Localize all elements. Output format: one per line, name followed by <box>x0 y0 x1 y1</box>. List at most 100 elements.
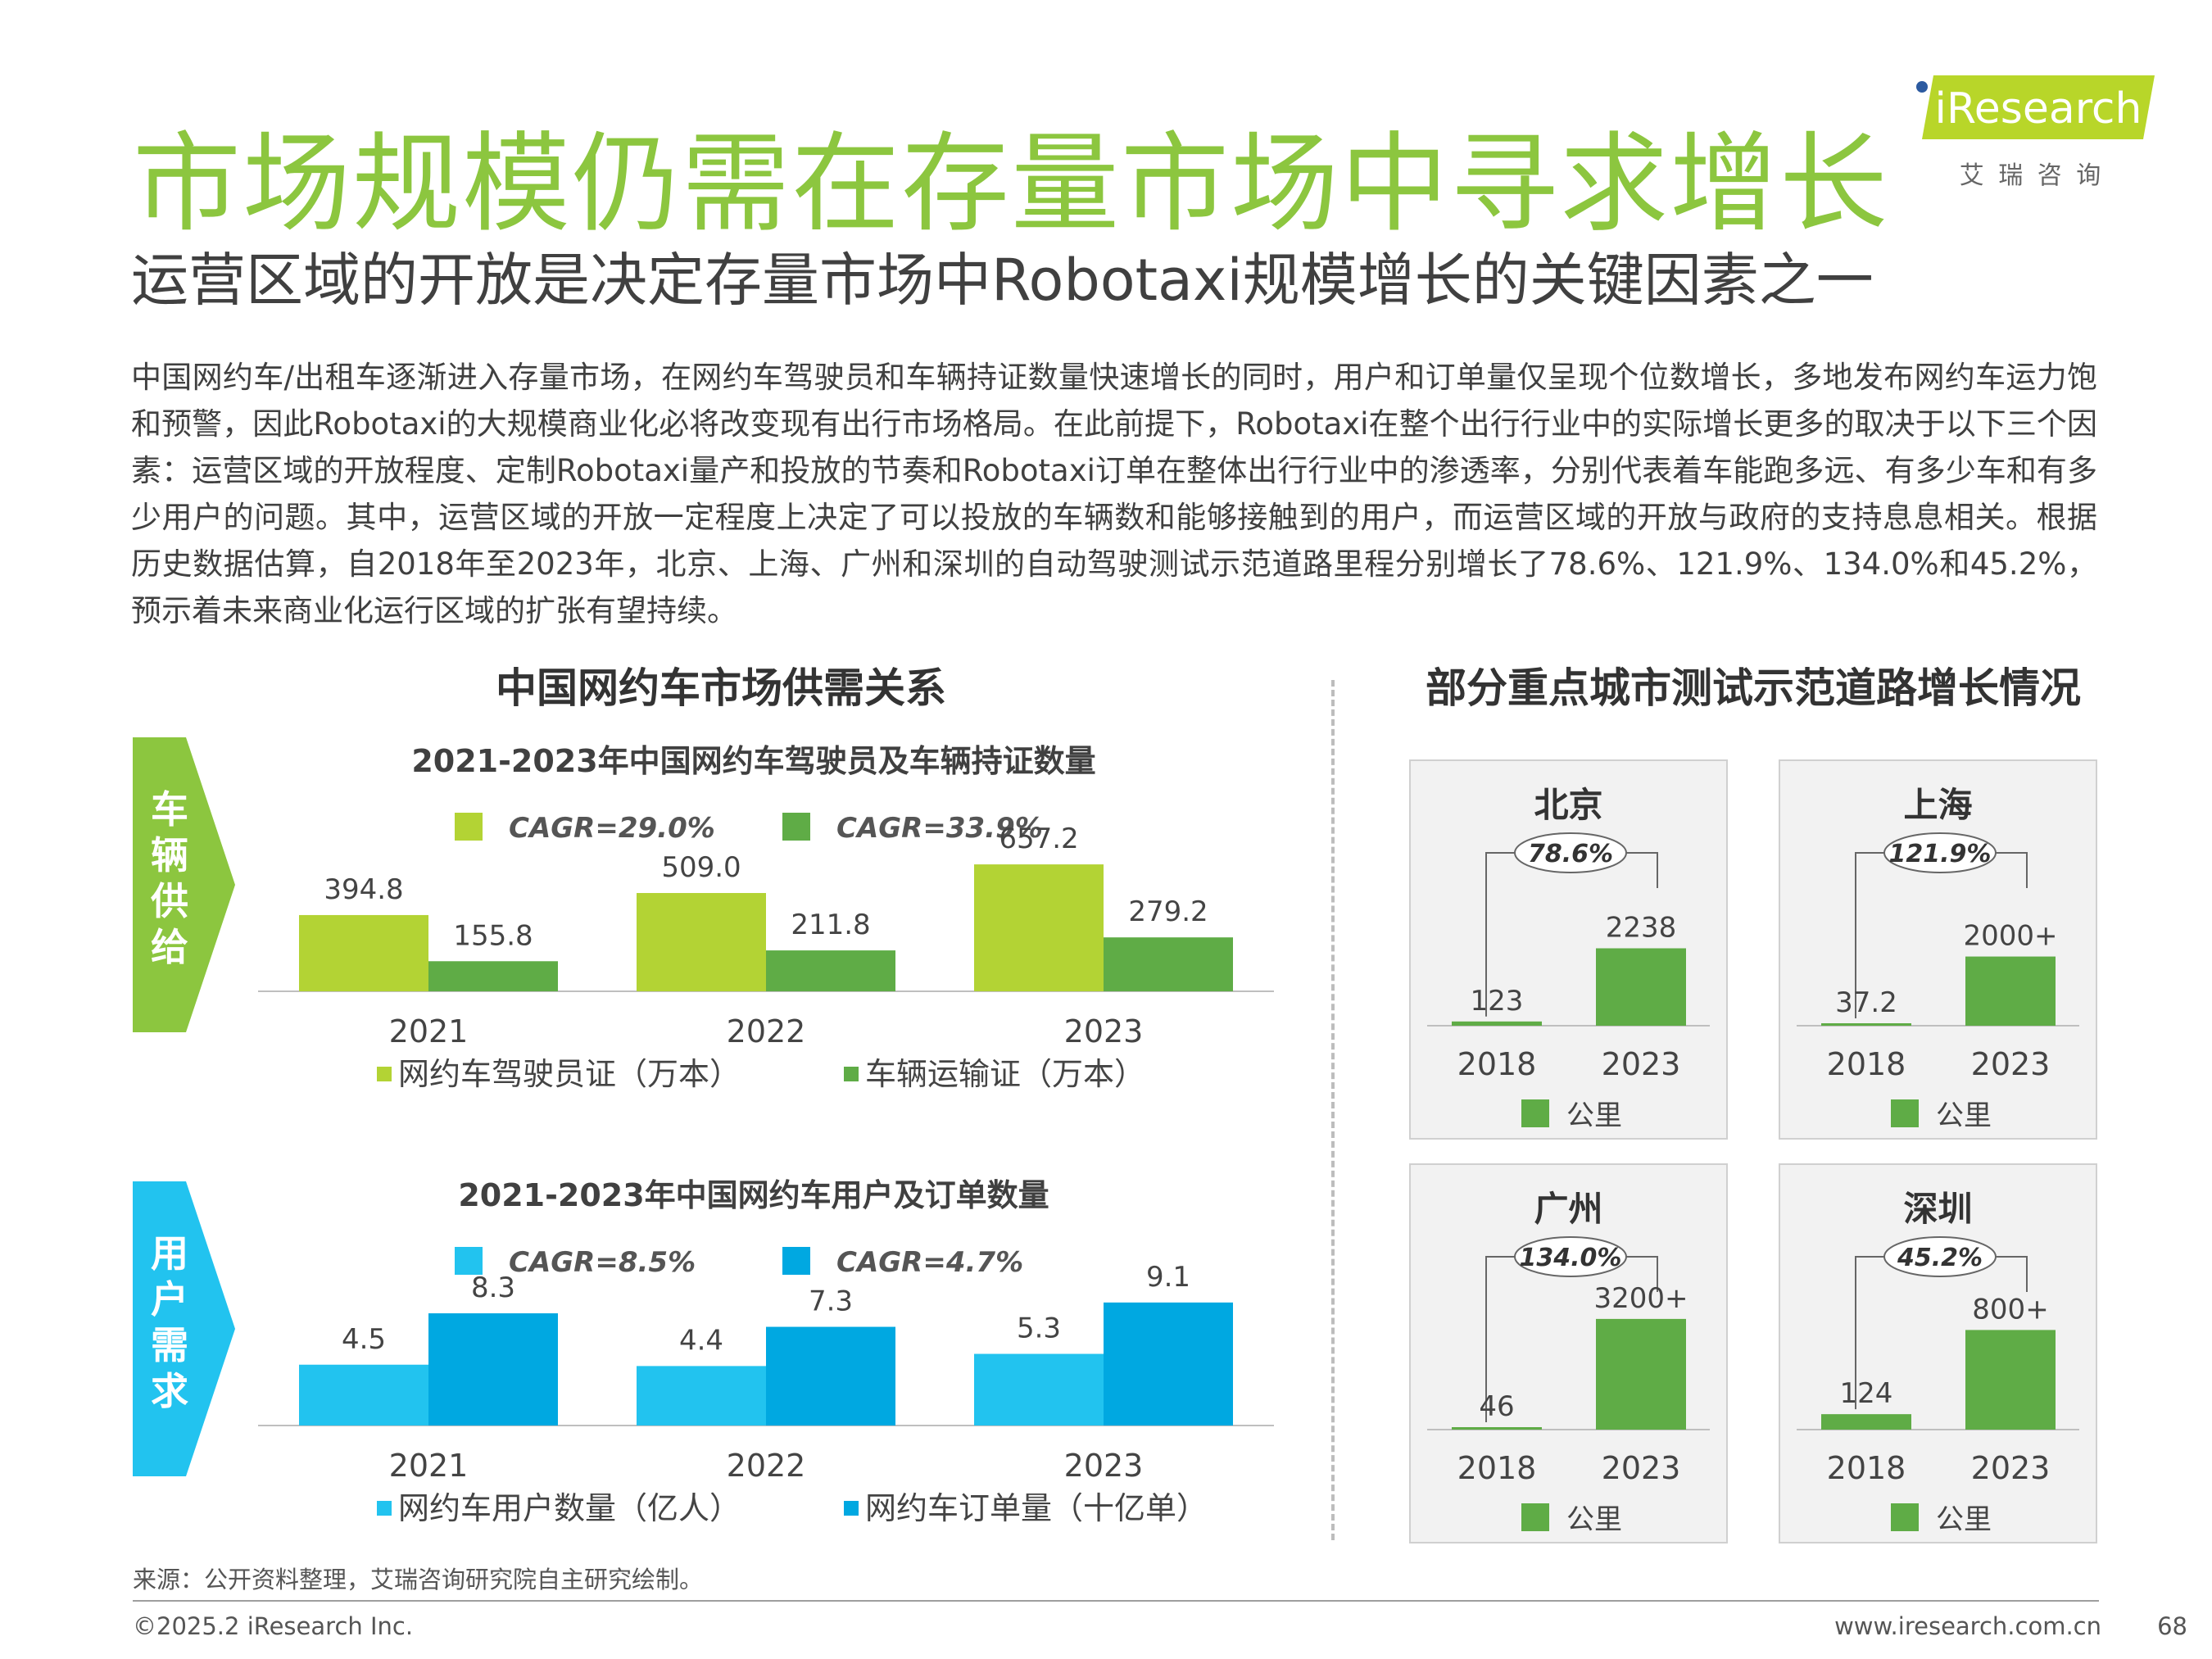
city-name: 上海 <box>1903 785 1973 825</box>
bar <box>299 1364 428 1426</box>
city-name: 北京 <box>1534 785 1603 825</box>
growth-label: 121.9% <box>1889 840 1992 868</box>
data-label: 509.0 <box>661 851 741 884</box>
x-tick-label: 2023 <box>1064 1013 1144 1049</box>
data-label: 7.3 <box>809 1285 853 1318</box>
data-label: 5.3 <box>1017 1312 1061 1345</box>
page-title: 市场规模仍需在存量市场中寻求增长 <box>133 121 1889 247</box>
cagr-legend-swatch <box>455 813 483 841</box>
bar <box>974 864 1104 991</box>
right-section-title: 部分重点城市测试示范道路增长情况 <box>1426 664 2081 712</box>
growth-label: 134.0% <box>1520 1244 1622 1272</box>
legend-swatch <box>1891 1099 1919 1127</box>
supply-bar-chart: CAGR=29.0% CAGR=33.9% 394.8 155.8 2021 509.0 2… <box>258 812 1274 1092</box>
city-card-shanghai: 上海 121.9% 37.2 2018 2000+ 2023 公里 <box>1779 759 2097 1140</box>
data-label: 394.8 <box>324 873 403 906</box>
supply-arrow-shape <box>133 737 235 1032</box>
legend-label: 公里 <box>1566 1503 1622 1536</box>
demand-chart: 2021-2023年中国网约车用户及订单数量 CAGR=8.5% CAGR=4.7… <box>246 1163 1311 1548</box>
supply-arrow-label: 车辆供给 <box>133 737 239 1032</box>
city-bar-chart: 134.0% 46 2018 3200+ 2023 公里 <box>1427 1236 1710 1536</box>
city-card-beijing: 北京 78.6% 123 2018 2238 2023 公里 <box>1409 759 1728 1140</box>
data-label: 211.8 <box>791 909 870 941</box>
iresearch-logo: iResearch 艾 瑞 咨 询 <box>1909 70 2155 193</box>
legend-label: 公里 <box>1936 1099 1992 1132</box>
city-name: 深圳 <box>1903 1189 1973 1229</box>
supply-chart: 2021-2023年中国网约车驾驶员及车辆持证数量 CAGR=29.0% CAGR… <box>246 729 1311 1106</box>
logo-text: iResearch <box>1935 84 2142 134</box>
data-label: 4.4 <box>679 1324 723 1357</box>
data-label: 9.1 <box>1146 1261 1190 1294</box>
x-tick-label: 2022 <box>727 1448 806 1484</box>
legend-swatch <box>844 1067 859 1081</box>
growth-ellipse <box>1883 1236 1997 1277</box>
section-divider <box>1331 680 1335 1540</box>
x-tick-label: 2023 <box>1971 1450 2051 1486</box>
data-label: 657.2 <box>999 823 1078 855</box>
logo-cn: 艾 瑞 咨 询 <box>1960 161 2105 190</box>
bar <box>1452 1427 1542 1430</box>
city-bar-chart: 121.9% 37.2 2018 2000+ 2023 公里 <box>1797 832 2079 1132</box>
intro-paragraph: 中国网约车/出租车逐渐进入存量市场，在网约车驾驶员和车辆持证数量快速增长的同时，… <box>131 360 2097 628</box>
x-tick-label: 2018 <box>1827 1450 1906 1486</box>
bar <box>428 961 558 991</box>
bar <box>1965 956 2056 1026</box>
x-tick-label: 2018 <box>1457 1046 1537 1082</box>
legend-swatch <box>1891 1503 1919 1531</box>
bar <box>766 1326 895 1426</box>
legend-label: 车辆运输证（万本） <box>865 1056 1145 1092</box>
legend-label: 网约车驾驶员证（万本） <box>398 1056 741 1092</box>
growth-ellipse <box>1514 832 1627 873</box>
data-label: 800+ <box>1972 1293 2048 1326</box>
page-number: 68 <box>2157 1612 2187 1640</box>
data-label: 4.5 <box>342 1323 386 1356</box>
cagr-label: CAGR=4.7% <box>836 1246 1023 1279</box>
data-label: 155.8 <box>453 919 533 952</box>
city-bar-chart: 45.2% 124 2018 800+ 2023 公里 <box>1797 1236 2079 1536</box>
source-note: 来源：公开资料整理，艾瑞咨询研究院自主研究绘制。 <box>133 1566 704 1593</box>
demand-chart-title: 2021-2023年中国网约车用户及订单数量 <box>458 1177 1049 1213</box>
bar <box>1965 1330 2056 1430</box>
data-label: 37.2 <box>1835 986 1897 1019</box>
data-label: 124 <box>1840 1377 1893 1410</box>
x-tick-label: 2021 <box>389 1013 469 1049</box>
legend-swatch <box>844 1501 859 1516</box>
bar <box>299 914 428 991</box>
demand-label-text: 用户需求 <box>151 1231 188 1413</box>
bar <box>428 1313 558 1426</box>
x-tick-label: 2018 <box>1827 1046 1906 1082</box>
x-tick-label: 2022 <box>727 1013 806 1049</box>
data-label: 123 <box>1471 985 1524 1018</box>
legend-swatch <box>1521 1503 1549 1531</box>
bar <box>766 950 895 991</box>
city-card-guangzhou: 广州 134.0% 46 2018 3200+ 2023 公里 <box>1409 1163 1728 1543</box>
data-label: 46 <box>1479 1390 1514 1423</box>
bar <box>974 1353 1104 1426</box>
data-label: 2238 <box>1606 912 1677 945</box>
page-subtitle: 运营区域的开放是决定存量市场中Robotaxi规模增长的关键因素之一 <box>131 247 1874 314</box>
data-label: 2000+ <box>1963 920 2057 953</box>
legend-swatch <box>377 1067 392 1081</box>
data-label: 279.2 <box>1128 895 1208 928</box>
x-tick-label: 2023 <box>1971 1046 2051 1082</box>
bar <box>1596 948 1686 1026</box>
growth-label: 45.2% <box>1897 1244 1983 1272</box>
footer-rule <box>133 1600 2099 1602</box>
x-tick-label: 2023 <box>1064 1448 1144 1484</box>
cagr-label: CAGR=8.5% <box>509 1246 696 1279</box>
bar <box>1452 1021 1542 1026</box>
logo-shape <box>1922 75 2155 139</box>
left-section-title: 中国网约车市场供需关系 <box>496 664 946 712</box>
bar <box>1104 937 1233 991</box>
cagr-legend-swatch <box>455 1247 483 1275</box>
bar <box>1596 1318 1686 1430</box>
website-link[interactable]: www.iresearch.com.cn <box>1834 1612 2101 1640</box>
bar <box>1821 1023 1911 1026</box>
x-tick-label: 2023 <box>1602 1046 1681 1082</box>
city-name: 广州 <box>1534 1189 1603 1229</box>
bar <box>637 1366 766 1426</box>
legend-swatch <box>377 1501 392 1516</box>
bar <box>637 893 766 991</box>
x-tick-label: 2021 <box>389 1448 469 1484</box>
growth-label: 78.6% <box>1528 840 1613 868</box>
